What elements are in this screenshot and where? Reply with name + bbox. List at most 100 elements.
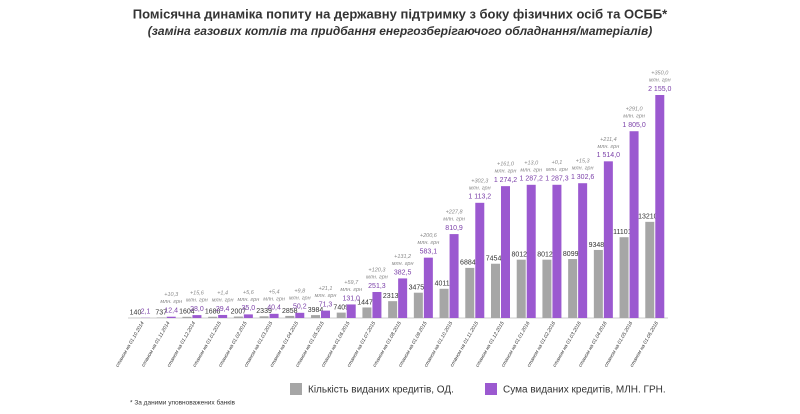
chart-subtitle: (заміна газових котлів та придбання енер… xyxy=(148,24,652,38)
value-label: 28,0 xyxy=(190,306,204,313)
value-label: 810,9 xyxy=(445,225,463,232)
bar xyxy=(424,258,433,318)
bar xyxy=(295,313,304,318)
bar xyxy=(388,301,397,318)
annotation-unit: млн. грн xyxy=(392,261,414,267)
bar xyxy=(167,317,176,318)
bar xyxy=(501,186,510,318)
value-label: 2,1 xyxy=(141,309,151,316)
legend-swatch xyxy=(485,383,497,395)
x-tick-label: станом на 01.09.2015 xyxy=(398,320,429,368)
x-tick-label: станом на 01.02.2016 xyxy=(526,320,557,368)
x-tick-label: станом на 01.10.2014 xyxy=(115,320,146,368)
value-label: 71,3 xyxy=(319,301,333,308)
bar xyxy=(465,268,474,318)
annotation: +161,0 xyxy=(497,162,515,168)
bar xyxy=(604,161,613,318)
annotation-unit: млн. грн xyxy=(160,299,182,305)
bar xyxy=(568,259,577,318)
x-tick-label: станом на 01.05.2015 xyxy=(295,320,326,368)
annotation-unit: млн. грн xyxy=(623,114,645,120)
value-label: 50,2 xyxy=(293,304,307,311)
bar xyxy=(218,315,227,318)
legend-label: Сума виданих кредитів, МЛН. ГРН. xyxy=(503,385,666,396)
value-label: 40,4 xyxy=(267,305,281,312)
value-label: 583,1 xyxy=(420,249,438,256)
value-label: 12,4 xyxy=(164,308,178,315)
x-tick-label: станом на 01.05.2016 xyxy=(603,320,634,368)
annotation-unit: млн. грн xyxy=(520,167,542,173)
annotation-unit: млн. грн xyxy=(443,217,465,223)
x-tick-label: станом на 01.04.2016 xyxy=(578,320,609,368)
x-tick-label: станом на 01.10.2015 xyxy=(423,320,454,368)
annotation-unit: млн. грн xyxy=(495,169,517,175)
x-tick-label: станом на 01.04.2015 xyxy=(269,320,300,368)
bar xyxy=(414,293,423,318)
annotation: +9,8 xyxy=(294,288,306,294)
annotation-unit: млн. грн xyxy=(546,167,568,173)
x-tick-label: станом на 01.01.2016 xyxy=(500,320,531,368)
bar xyxy=(630,131,639,318)
bar xyxy=(311,315,320,318)
annotation-unit: млн. грн xyxy=(212,297,234,303)
bar xyxy=(450,234,459,318)
annotation-unit: млн. грн xyxy=(237,297,259,303)
bar xyxy=(552,185,561,318)
x-tick-label: станом на 01.06.2015 xyxy=(320,320,351,368)
annotation: +0,1 xyxy=(551,160,562,166)
annotation: +5,6 xyxy=(243,290,255,296)
value-label: 1 113,2 xyxy=(468,194,491,201)
bar xyxy=(475,203,484,318)
value-label: 1 514,0 xyxy=(597,152,620,159)
bar xyxy=(285,316,294,318)
annotation-unit: млн. грн xyxy=(289,295,311,301)
bar xyxy=(157,317,166,318)
bar xyxy=(362,307,371,318)
annotation: +200,6 xyxy=(420,233,438,239)
bar xyxy=(270,314,279,318)
value-label: 2 155,0 xyxy=(648,86,671,93)
bar xyxy=(594,250,603,318)
annotation-unit: млн. грн xyxy=(649,77,671,83)
annotation: +5,4 xyxy=(269,289,280,295)
value-label: 251,3 xyxy=(368,283,386,290)
annotation: +1,4 xyxy=(217,290,228,296)
annotation: +10,3 xyxy=(164,292,179,298)
footnote: * За даними уповноважених банків xyxy=(130,399,236,407)
x-tick-label: станом на 01.01.2015 xyxy=(192,320,223,368)
x-tick-label: станом на 01.11.2015 xyxy=(449,320,480,368)
chart-title: Помісячна динаміка попиту на державну пі… xyxy=(133,6,668,21)
x-tick-label: станом на 01.03.2015 xyxy=(243,320,274,368)
annotation: +211,4 xyxy=(600,137,617,143)
annotation-unit: млн. грн xyxy=(340,287,362,293)
bar xyxy=(234,317,243,318)
value-label: 1 302,6 xyxy=(571,174,594,181)
annotation-unit: млн. грн xyxy=(186,298,208,304)
x-tick-label: станом на 01.11.2014 xyxy=(141,320,172,368)
annotation: +302,3 xyxy=(471,178,489,184)
x-tick-label: станом на 01.08.2015 xyxy=(372,320,403,368)
value-label: 382,5 xyxy=(394,269,412,276)
legend-label: Кількість виданих кредитів, ОД. xyxy=(308,385,454,396)
value-label: 1 274,2 xyxy=(494,177,517,184)
legend-swatch xyxy=(290,383,302,395)
bar xyxy=(321,311,330,318)
x-tick-label: станом на 01.07.2015 xyxy=(346,320,377,368)
value-label: 131,0 xyxy=(342,295,360,302)
x-tick-label: станом на 01.12.2014 xyxy=(166,320,197,368)
bar xyxy=(208,317,217,318)
annotation: +131,2 xyxy=(394,254,411,260)
annotation: +350,0 xyxy=(651,70,669,76)
x-tick-label: станом на 01.12.2015 xyxy=(475,320,506,368)
bar xyxy=(527,185,536,318)
value-label: 29,4 xyxy=(216,306,230,313)
value-label: 1 287,3 xyxy=(545,176,568,183)
annotation-unit: млн. грн xyxy=(469,185,491,191)
bar xyxy=(491,264,500,318)
value-label: 1 805,0 xyxy=(622,122,645,129)
annotation-unit: млн. грн xyxy=(597,144,619,150)
annotation: +227,8 xyxy=(446,210,464,216)
bar xyxy=(182,317,191,318)
annotation: +120,3 xyxy=(368,267,386,273)
annotation-unit: млн. грн xyxy=(366,274,388,280)
